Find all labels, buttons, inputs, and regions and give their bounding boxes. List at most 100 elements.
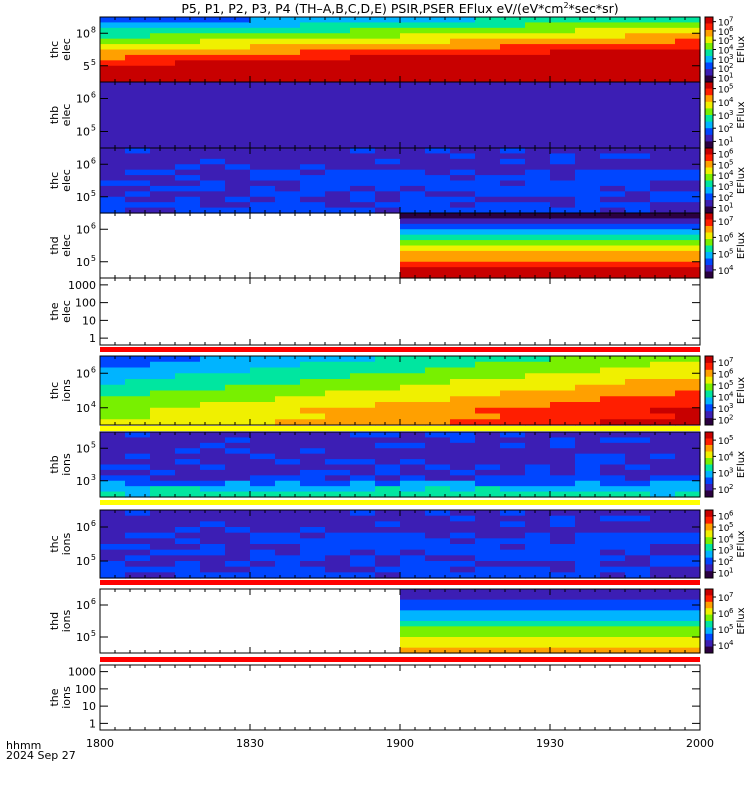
spectrogram-cell [475,109,501,116]
spectrogram-cell [525,589,551,595]
spectrogram-cell [500,234,526,241]
spectrogram-cell [575,544,601,551]
spectrogram-cell [550,605,576,611]
x-tick-label: 2000 [686,737,714,750]
spectrogram-cell [325,87,351,94]
spectrogram-cell [475,82,501,89]
spectrogram-cell [300,54,326,61]
spectrogram-cell [600,390,626,397]
spectrogram-cell [475,396,501,403]
spectrogram-cell [525,142,551,149]
spectrogram-cell [175,196,201,203]
spectrogram-cell [600,610,626,617]
spectrogram-cell [525,469,551,476]
spectrogram-cell [550,158,576,165]
colorbar-swatch [705,479,713,482]
colorbar-swatch [705,474,713,477]
colorbar-swatch [705,641,713,644]
y-tick-label: 10 [76,367,90,380]
x-tick-label: 1930 [536,737,564,750]
spectrogram-cell [525,549,551,556]
spectrogram-cell [350,175,376,182]
spectrogram-cell [175,126,201,133]
spectrogram-cell [450,250,476,257]
spectrogram-cell [100,120,126,127]
spectrogram-cell [150,555,176,562]
colorbar-swatch [705,56,713,59]
spectrogram-cell [525,647,551,654]
colorbar-swatch [705,128,713,131]
colorbar-tick-exponent: 6 [729,510,734,518]
spectrogram-cell [650,17,676,24]
spectrogram-cell [575,164,601,171]
spectrogram-cell [275,180,301,187]
spectrogram-cell [225,38,251,45]
spectrogram-cell [450,642,476,649]
colorbar-swatch [705,57,713,60]
spectrogram-cell [525,637,551,643]
spectrogram-cell [575,475,601,482]
spectrogram-cell [425,261,451,268]
colorbar-swatch [705,245,713,248]
spectrogram-cell [250,432,276,439]
spectrogram-cell [425,54,451,61]
spectrogram-cell [200,367,226,374]
spectrogram-cell [500,175,526,182]
spectrogram-cell [625,234,651,241]
spectrogram-cell [500,486,526,493]
colorbar-swatch [705,395,713,398]
spectrogram-cell [525,610,551,617]
spectrogram-cell [175,515,201,522]
spectrogram-cell [600,261,626,268]
y-tick-exponent: 5 [91,440,96,449]
spectrogram-cell [625,153,651,160]
spectrogram-cell [425,486,451,493]
spectrogram-cell [525,538,551,545]
colorbar-swatch [705,123,713,126]
spectrogram-cell [425,49,451,56]
spectrogram-cell [175,60,201,67]
spectrogram-cell [475,267,501,274]
spectrogram-cell [250,71,276,78]
spectrogram-cell [500,180,526,187]
spectrogram-cell [550,256,576,263]
spectrogram-cell [150,137,176,144]
spectrogram-cell [225,180,251,187]
spectrogram-cell [275,164,301,171]
spectrogram-cell [275,555,301,562]
colorbar-swatch [705,182,713,185]
spectrogram-cell [500,610,526,617]
y-tick-exponent: 6 [91,519,96,528]
spectrogram-cell [150,60,176,67]
spectrogram-cell [375,180,401,187]
spectrogram-cell [625,180,651,187]
spectrogram-cell [225,98,251,105]
spectrogram-cell [275,464,301,471]
spectrogram-cell [625,361,651,369]
spectrogram-cell [625,464,651,471]
spectrogram-cell [225,60,251,67]
colorbar-swatch [705,175,713,178]
spectrogram-cell [250,131,276,138]
colorbar-swatch [705,105,713,108]
spectrogram-cell [400,158,426,165]
spectrogram-cell [225,475,251,482]
spectrogram-cell [325,532,351,539]
panel-label: elec [60,38,73,61]
spectrogram-cell [400,115,426,122]
spectrogram-cell [550,109,576,116]
spectrogram-cell [575,120,601,127]
spectrogram-cell [450,527,476,534]
fill-band [100,657,700,662]
colorbar-swatch [705,46,713,49]
spectrogram-cell [350,419,376,426]
spectrogram-cell [375,38,401,45]
colorbar-swatch [705,129,713,132]
colorbar-swatch [705,449,713,452]
spectrogram-cell [250,510,276,517]
colorbar-swatch [705,253,713,256]
colorbar-tick-exponent: 2 [729,191,733,199]
panel-label: thc [48,172,61,189]
spectrogram-cell [275,572,301,579]
spectrogram-cell [375,49,401,56]
